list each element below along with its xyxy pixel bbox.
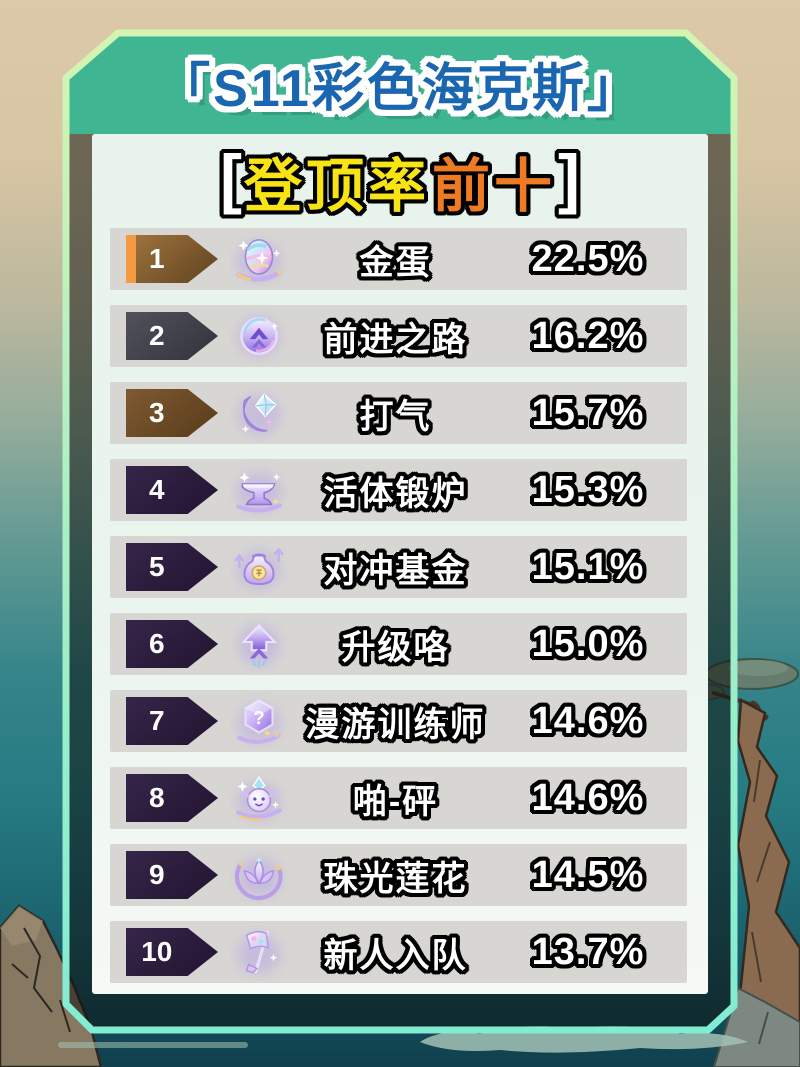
subtitle: [ 登顶率 前十 ]	[92, 134, 708, 228]
rank-number: 8	[149, 782, 165, 813]
top4-rate-value: 14.5%	[531, 853, 645, 896]
subtitle-bracket-close: ]	[558, 141, 580, 215]
rank-badge: 8	[126, 774, 218, 822]
subtitle-highlight: 登顶率	[243, 154, 430, 219]
rank-badge: 3	[126, 389, 218, 437]
pop-bang-icon	[230, 769, 288, 827]
rank-badge-accent	[126, 851, 136, 899]
augment-name: 活体锻炉	[323, 474, 468, 513]
rank-number: 6	[149, 628, 165, 659]
rank-number: 5	[149, 551, 165, 582]
rank-number: 9	[149, 859, 165, 890]
rank-badge: 4	[126, 466, 218, 514]
ranking-row: 5 对冲基金 15.1%	[110, 536, 687, 598]
ranking-list: 1 金蛋 22.5% 2 前进之路 16.2% 3 打气 15.7% 4 活体锻…	[92, 228, 708, 983]
card-border	[62, 29, 738, 1034]
augment-name: 新人入队	[323, 936, 468, 975]
top4-rate-value: 22.5%	[531, 237, 645, 280]
rank-badge: 1	[126, 235, 218, 283]
rank-badge-accent	[126, 466, 136, 514]
augment-name: 升级咯	[341, 628, 450, 667]
augment-name: 金蛋	[359, 243, 432, 282]
page-title: 「S11彩色海克斯」	[158, 60, 642, 118]
rank-badge-accent	[126, 928, 136, 976]
ranking-row: 6 升级咯 15.0%	[110, 613, 687, 675]
top4-rate-value: 15.1%	[531, 545, 645, 588]
augment-name: 啪-砰	[352, 782, 439, 821]
rank-number: 1	[149, 243, 165, 274]
hedge-fund-icon	[230, 538, 288, 596]
top4-rate-value: 15.0%	[531, 622, 645, 665]
rank-badge-accent	[126, 312, 136, 360]
ranking-row: 8 啪-砰 14.6%	[110, 767, 687, 829]
top4-rate-value: 15.7%	[531, 391, 645, 434]
ranking-row: 2 前进之路 16.2%	[110, 305, 687, 367]
top4-rate-value: 14.6%	[531, 776, 645, 819]
header-band-fill	[69, 36, 731, 134]
subtitle-accent: 前十	[432, 154, 557, 219]
recruit-flag-icon	[230, 923, 288, 981]
rank-badge: 9	[126, 851, 218, 899]
rank-number: 2	[149, 320, 165, 351]
rank-number: 7	[149, 705, 165, 736]
rank-badge: 2	[126, 312, 218, 360]
rank-badge: 5	[126, 543, 218, 591]
rank-badge-accent	[126, 697, 136, 745]
rank-badge-accent	[126, 543, 136, 591]
pump-up-icon	[230, 384, 288, 442]
card-header: 「S11彩色海克斯」	[66, 33, 734, 134]
living-forge-icon	[230, 461, 288, 519]
ranking-row: 1 金蛋 22.5%	[110, 228, 687, 290]
rank-badge-accent	[126, 620, 136, 668]
rank-badge-accent	[126, 235, 136, 283]
rank-badge: 10	[126, 928, 218, 976]
rank-badge: 7	[126, 697, 218, 745]
rank-badge-accent	[126, 774, 136, 822]
right-cliff	[728, 697, 800, 1067]
rank-number: 10	[141, 936, 173, 967]
ranking-row: 9 珠光莲花 14.5%	[110, 844, 687, 906]
top4-rate-value: 16.2%	[531, 314, 645, 357]
ranking-row: 4 活体锻炉 15.3%	[110, 459, 687, 521]
top4-rate-value: 15.3%	[531, 468, 645, 511]
golden-egg-icon	[230, 230, 288, 288]
augment-name: 打气	[359, 397, 432, 436]
card-body: [ 登顶率 前十 ] 1 金蛋 22.5% 2 前进之路 16.2% 3 打气 …	[92, 134, 708, 994]
rank-number: 3	[149, 397, 165, 428]
left-cliff	[0, 904, 103, 1067]
augment-name: 对冲基金	[323, 551, 468, 590]
rank-badge-accent	[126, 389, 136, 437]
wandering-trainer-icon: ?	[230, 692, 288, 750]
rank-badge: 6	[126, 620, 218, 668]
ranking-row: 10 新人入队 13.7%	[110, 921, 687, 983]
svg-text:?: ?	[253, 707, 264, 728]
pearl-lotus-icon	[230, 846, 288, 904]
top4-rate-value: 14.6%	[531, 699, 645, 742]
ranking-row: 7 ? 漫游训练师 14.6%	[110, 690, 687, 752]
path-forward-icon	[230, 307, 288, 365]
ranking-row: 3 打气 15.7%	[110, 382, 687, 444]
top4-rate-value: 13.7%	[531, 930, 645, 973]
level-up-icon	[230, 615, 288, 673]
subtitle-bracket-open: [	[220, 141, 242, 215]
rank-number: 4	[149, 474, 165, 505]
augment-name: 前进之路	[323, 320, 468, 359]
augment-name: 珠光莲花	[323, 859, 468, 898]
augment-name: 漫游训练师	[305, 705, 486, 744]
